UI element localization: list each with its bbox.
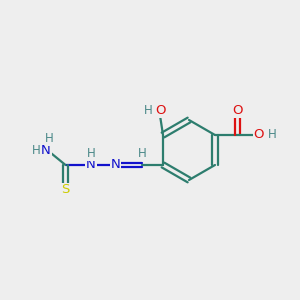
Text: H: H <box>32 143 41 157</box>
Text: N: N <box>86 158 96 172</box>
Text: O: O <box>232 104 243 118</box>
Text: O: O <box>155 104 165 118</box>
Text: H: H <box>45 132 54 145</box>
Text: H: H <box>87 147 95 160</box>
Text: H: H <box>138 147 146 160</box>
Text: N: N <box>41 143 51 157</box>
Text: H: H <box>144 104 152 118</box>
Text: N: N <box>111 158 121 172</box>
Text: O: O <box>253 128 264 142</box>
Text: S: S <box>61 183 70 196</box>
Text: H: H <box>268 128 277 142</box>
